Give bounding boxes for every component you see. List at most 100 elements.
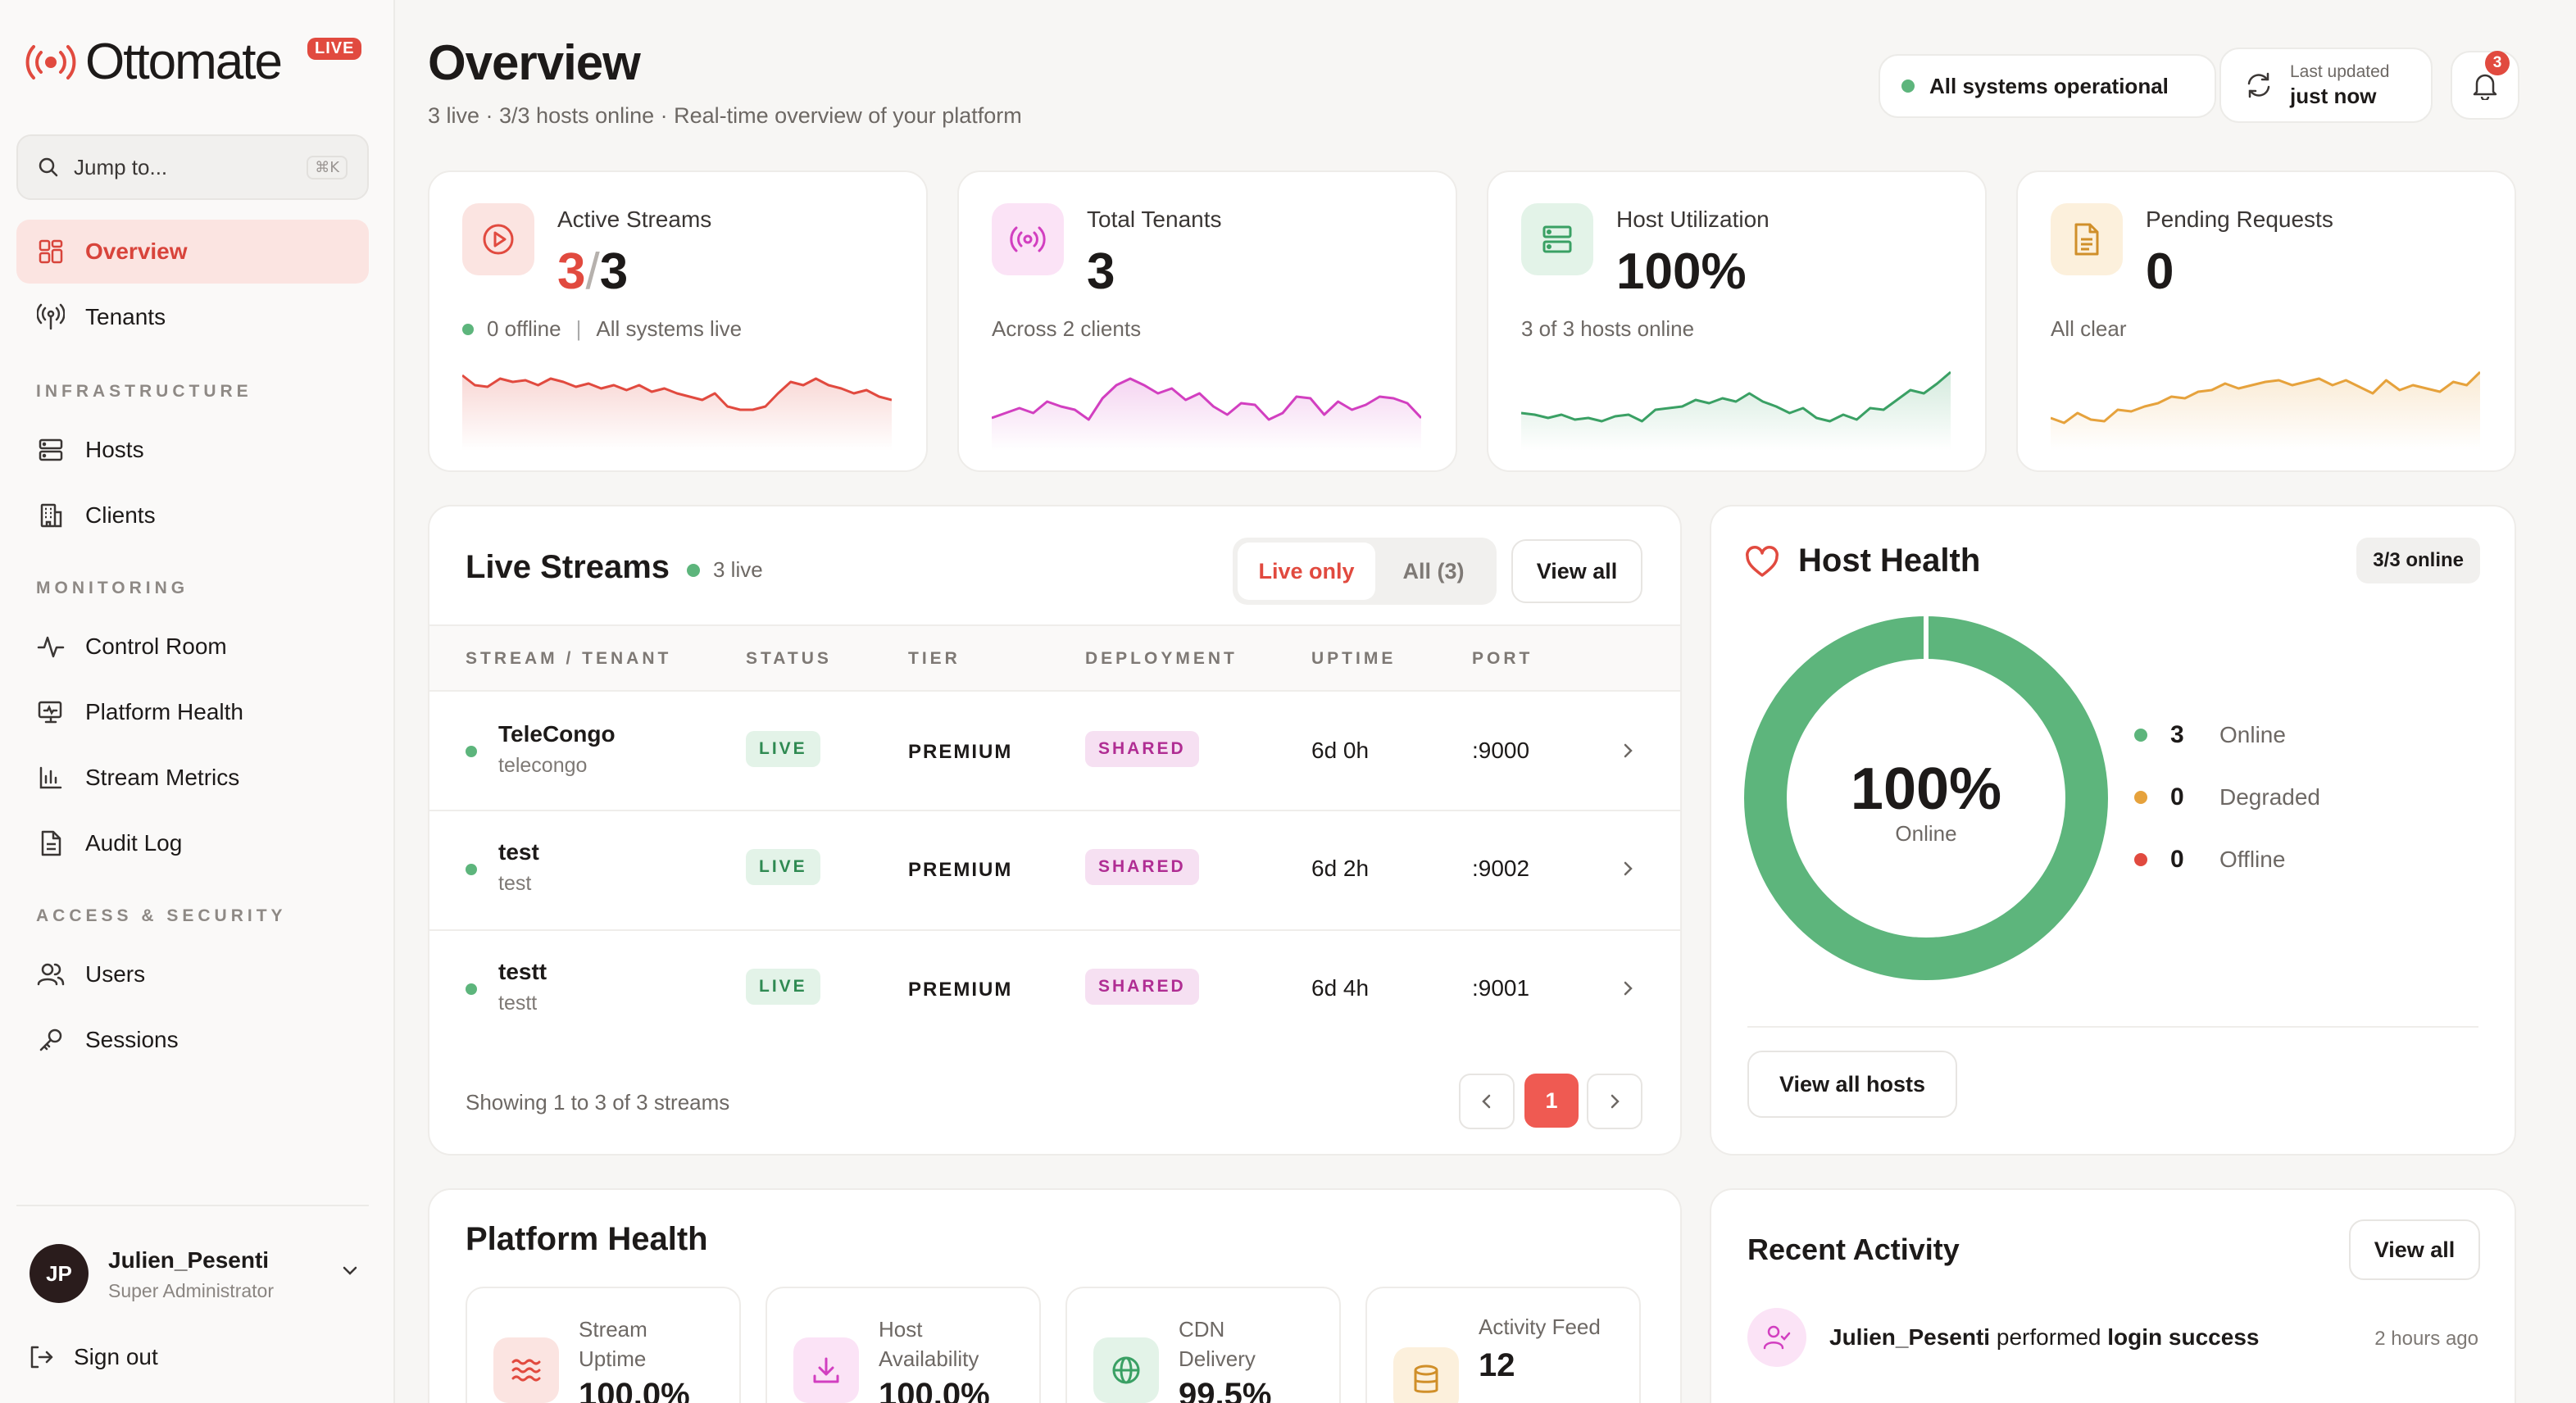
stat-title: Pending Requests <box>2146 207 2333 232</box>
sparkline-line <box>992 377 1421 421</box>
system-status-pill[interactable]: All systems operational <box>1879 54 2216 118</box>
sidebar-item-tenants[interactable]: Tenants <box>16 285 369 349</box>
port: :9002 <box>1472 856 1530 881</box>
monitor-icon <box>36 697 66 727</box>
filter-live-only[interactable]: Live only <box>1238 543 1375 600</box>
database-icon <box>1393 1347 1459 1403</box>
stat-card-active-streams[interactable]: Active Streams 3/3 0 offline | All systems… <box>428 170 928 472</box>
stat-card-host-utilization[interactable]: Host Utilization 100% 3 of 3 hosts onlin… <box>1487 170 1987 472</box>
column-header: STREAM / TENANT <box>466 649 672 668</box>
search-placeholder: Jump to... <box>74 154 168 179</box>
deployment-badge: SHARED <box>1085 731 1199 767</box>
health-tile-stream-uptime[interactable]: Stream Uptime 100.0% <box>466 1287 741 1403</box>
sidebar-item-clients[interactable]: Clients <box>16 484 369 547</box>
stat-sub-offline: 0 offline <box>487 316 561 341</box>
bar-chart-icon <box>36 763 66 792</box>
activity-item[interactable]: Julien_Pesenti performed login success 2… <box>1747 1308 2478 1370</box>
user-role: Super Administrator <box>108 1280 274 1301</box>
sidebar-item-audit-log[interactable]: Audit Log <box>16 811 369 875</box>
sidebar-item-label: Sessions <box>85 1027 179 1052</box>
search-icon <box>39 157 58 177</box>
sidebar-item-overview[interactable]: Overview <box>16 220 369 284</box>
host-health-donut <box>1744 616 2108 980</box>
sidebar-item-platform-health[interactable]: Platform Health <box>16 680 369 744</box>
live-count-text: 3 live <box>713 557 763 582</box>
refresh-button[interactable]: Last updated just now <box>2219 48 2433 123</box>
search-shortcut: ⌘K <box>307 155 348 179</box>
recent-activity-card: Recent Activity View all Julien_Pesenti … <box>1710 1188 2516 1403</box>
user-menu[interactable]: JP Julien_Pesenti Super Administrator <box>16 1205 369 1344</box>
stat-sub: Across 2 clients <box>992 316 1142 341</box>
antenna-icon <box>36 302 66 332</box>
sidebar-item-stream-metrics[interactable]: Stream Metrics <box>16 746 369 810</box>
jump-to-search[interactable]: Jump to... ⌘K <box>16 134 369 200</box>
online-count-badge: 3/3 online <box>2356 538 2480 583</box>
pagination-summary: Showing 1 to 3 of 3 streams <box>466 1090 730 1115</box>
sidebar-item-hosts[interactable]: Hosts <box>16 418 369 482</box>
page-subtitle: 3 live · 3/3 hosts online · Real-time ov… <box>428 103 1022 128</box>
section-monitoring: MONITORING <box>36 579 189 597</box>
logo[interactable]: Ottomate LIVE <box>25 33 362 91</box>
avatar: JP <box>30 1244 89 1303</box>
table-row[interactable]: test test LIVE PREMIUM SHARED 6d 2h :900… <box>429 811 1680 929</box>
stat-sub: All clear <box>2051 316 2127 341</box>
broadcast-icon <box>992 203 1064 275</box>
stat-card-total-tenants[interactable]: Total Tenants 3 Across 2 clients <box>957 170 1457 472</box>
document-icon <box>2051 203 2123 275</box>
pagination-next-button[interactable] <box>1587 1074 1642 1129</box>
pagination-page-1[interactable]: 1 <box>1524 1074 1579 1128</box>
user-name: Julien_Pesenti <box>108 1247 270 1273</box>
chevron-left-icon <box>1482 1094 1491 1109</box>
notifications-button[interactable]: 3 <box>2451 51 2519 120</box>
page-title: Overview <box>428 35 641 90</box>
table-row[interactable]: testt testt LIVE PREMIUM SHARED 6d 4h :9… <box>429 931 1680 1049</box>
tile-value: 12 <box>1479 1347 1515 1383</box>
play-circle-icon <box>462 203 534 275</box>
file-text-icon <box>36 829 66 858</box>
health-tile-host-availability[interactable]: Host Availability 100.0% <box>766 1287 1041 1403</box>
grid-icon <box>36 237 66 266</box>
stat-value: 100% <box>1616 243 1747 300</box>
tile-label: Uptime <box>579 1346 647 1371</box>
tile-value: 100.0% <box>579 1377 690 1403</box>
view-all-hosts-button[interactable]: View all hosts <box>1747 1051 1957 1118</box>
activity-verb: performed <box>1996 1324 2101 1350</box>
recent-activity-title: Recent Activity <box>1747 1233 1960 1266</box>
legend-dot <box>2134 729 2147 742</box>
tile-value: 100.0% <box>879 1377 990 1403</box>
table-row[interactable]: TeleCongo telecongo LIVE PREMIUM SHARED … <box>429 692 1680 810</box>
health-tile-activity-feed[interactable]: Activity Feed 12 <box>1365 1287 1641 1403</box>
sign-out-button[interactable]: Sign out <box>28 1344 158 1370</box>
host-health-card: Host Health 3/3 online 100% Online 3 Onli… <box>1710 505 2516 1156</box>
filter-all[interactable]: All (3) <box>1402 558 1465 583</box>
activity-user: Julien_Pesenti <box>1829 1324 1991 1350</box>
live-streams-title: Live Streams <box>466 549 670 585</box>
view-all-streams-button[interactable]: View all <box>1511 539 1642 603</box>
section-access-security: ACCESS & SECURITY <box>36 906 287 925</box>
pagination-prev-button[interactable] <box>1459 1074 1515 1129</box>
view-all-activity-button[interactable]: View all <box>2349 1219 2480 1280</box>
legend-count: 0 <box>2170 783 2184 810</box>
stream-name: testt <box>498 959 547 984</box>
last-updated-label: Last updated <box>2290 61 2390 81</box>
sparkline <box>992 377 1421 451</box>
sidebar-item-sessions[interactable]: Sessions <box>16 1008 369 1072</box>
legend-count: 0 <box>2170 846 2184 873</box>
legend-count: 3 <box>2170 721 2184 748</box>
legend-label: Offline <box>2219 847 2286 872</box>
uptime: 6d 2h <box>1311 856 1370 881</box>
stat-card-pending-requests[interactable]: Pending Requests 0 All clear <box>2016 170 2516 472</box>
health-tile-cdn-delivery[interactable]: CDN Delivery 99.5% <box>1065 1287 1341 1403</box>
sparkline-area <box>992 379 1421 451</box>
deployment-badge: SHARED <box>1085 969 1199 1005</box>
sidebar: Ottomate LIVE Jump to... ⌘K Overview Ten… <box>0 0 395 1403</box>
platform-health-title: Platform Health <box>466 1221 708 1257</box>
sidebar-item-control-room[interactable]: Control Room <box>16 615 369 679</box>
donut-label: Online <box>1895 821 1957 846</box>
last-updated-value: just now <box>2290 83 2377 108</box>
legend-dot <box>2134 853 2147 866</box>
stat-sub: 0 offline | All systems live <box>462 316 742 342</box>
tier: PREMIUM <box>908 741 1013 763</box>
sparkline-area <box>462 375 892 451</box>
sidebar-item-users[interactable]: Users <box>16 942 369 1006</box>
